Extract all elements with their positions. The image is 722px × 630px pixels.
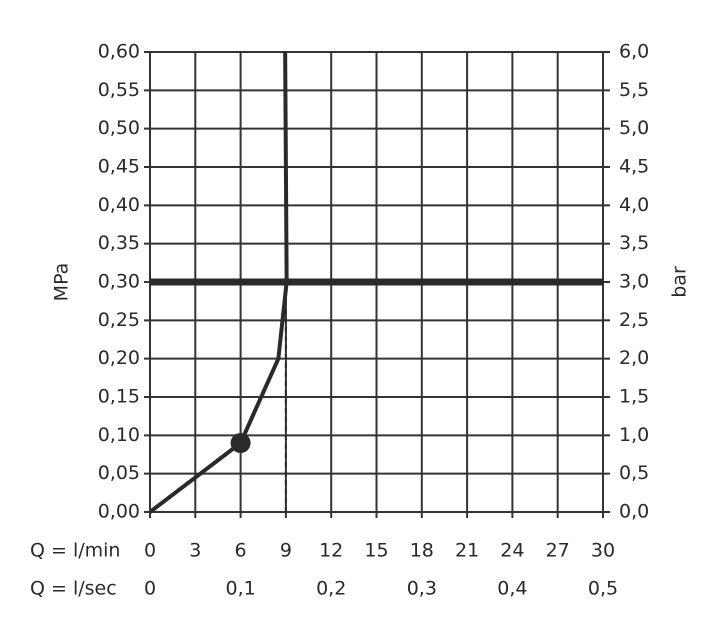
- y2-tick-label: 4,5: [619, 156, 649, 178]
- y2-tick-label: 5,5: [619, 79, 649, 101]
- x2-tick-label: 0,4: [497, 578, 527, 600]
- y2-tick-label: 2,0: [619, 347, 649, 369]
- x-tick-label: 24: [500, 540, 524, 562]
- x-axis-label: Q = l/min: [30, 540, 120, 562]
- x-tick-label: 30: [591, 540, 615, 562]
- x-tick-label: 9: [280, 540, 292, 562]
- y-tick-label: 0,30: [98, 271, 140, 293]
- y-tick-label: 0,25: [98, 309, 140, 331]
- x-tick-label: 3: [189, 540, 201, 562]
- x2-tick-label: 0,1: [225, 578, 255, 600]
- x2-tick-label: 0,5: [588, 578, 618, 600]
- y-axis-label: MPa: [51, 263, 73, 302]
- y-tick-label: 0,05: [98, 462, 140, 484]
- x-tick-label: 0: [144, 540, 156, 562]
- y2-tick-label: 0,5: [619, 462, 649, 484]
- y2-axis-label: bar: [669, 266, 691, 298]
- y2-tick-label: 2,5: [619, 309, 649, 331]
- x2-tick-label: 0: [144, 578, 156, 600]
- x2-tick-label: 0,2: [316, 578, 346, 600]
- y-tick-label: 0,00: [98, 501, 140, 523]
- y2-tick-label: 0,0: [619, 501, 649, 523]
- y2-tick-label: 1,5: [619, 386, 649, 408]
- data-point: [230, 433, 251, 453]
- y2-tick-label: 3,5: [619, 232, 649, 254]
- x-tick-label: 21: [455, 540, 479, 562]
- y-tick-label: 0,50: [98, 117, 140, 139]
- y-tick-label: 0,45: [98, 156, 140, 178]
- x-tick-label: 27: [546, 540, 570, 562]
- x-tick-label: 15: [364, 540, 388, 562]
- y2-tick-label: 4,0: [619, 194, 649, 216]
- x-tick-label: 18: [410, 540, 434, 562]
- x2-axis-label: Q = l/sec: [30, 578, 117, 600]
- y2-tick-label: 1,0: [619, 424, 649, 446]
- y-tick-label: 0,55: [98, 79, 140, 101]
- y-tick-label: 0,60: [98, 41, 140, 63]
- y-tick-label: 0,40: [98, 194, 140, 216]
- y-tick-label: 0,20: [98, 347, 140, 369]
- x2-tick-label: 0,3: [407, 578, 437, 600]
- x-tick-label: 6: [235, 540, 247, 562]
- x-tick-label: 12: [319, 540, 343, 562]
- data-line: [148, 51, 289, 514]
- y-tick-label: 0,35: [98, 232, 140, 254]
- y-tick-label: 0,15: [98, 386, 140, 408]
- y2-tick-label: 6,0: [619, 41, 649, 63]
- y2-tick-label: 3,0: [619, 271, 649, 293]
- y2-tick-label: 5,0: [619, 117, 649, 139]
- y-tick-label: 0,10: [98, 424, 140, 446]
